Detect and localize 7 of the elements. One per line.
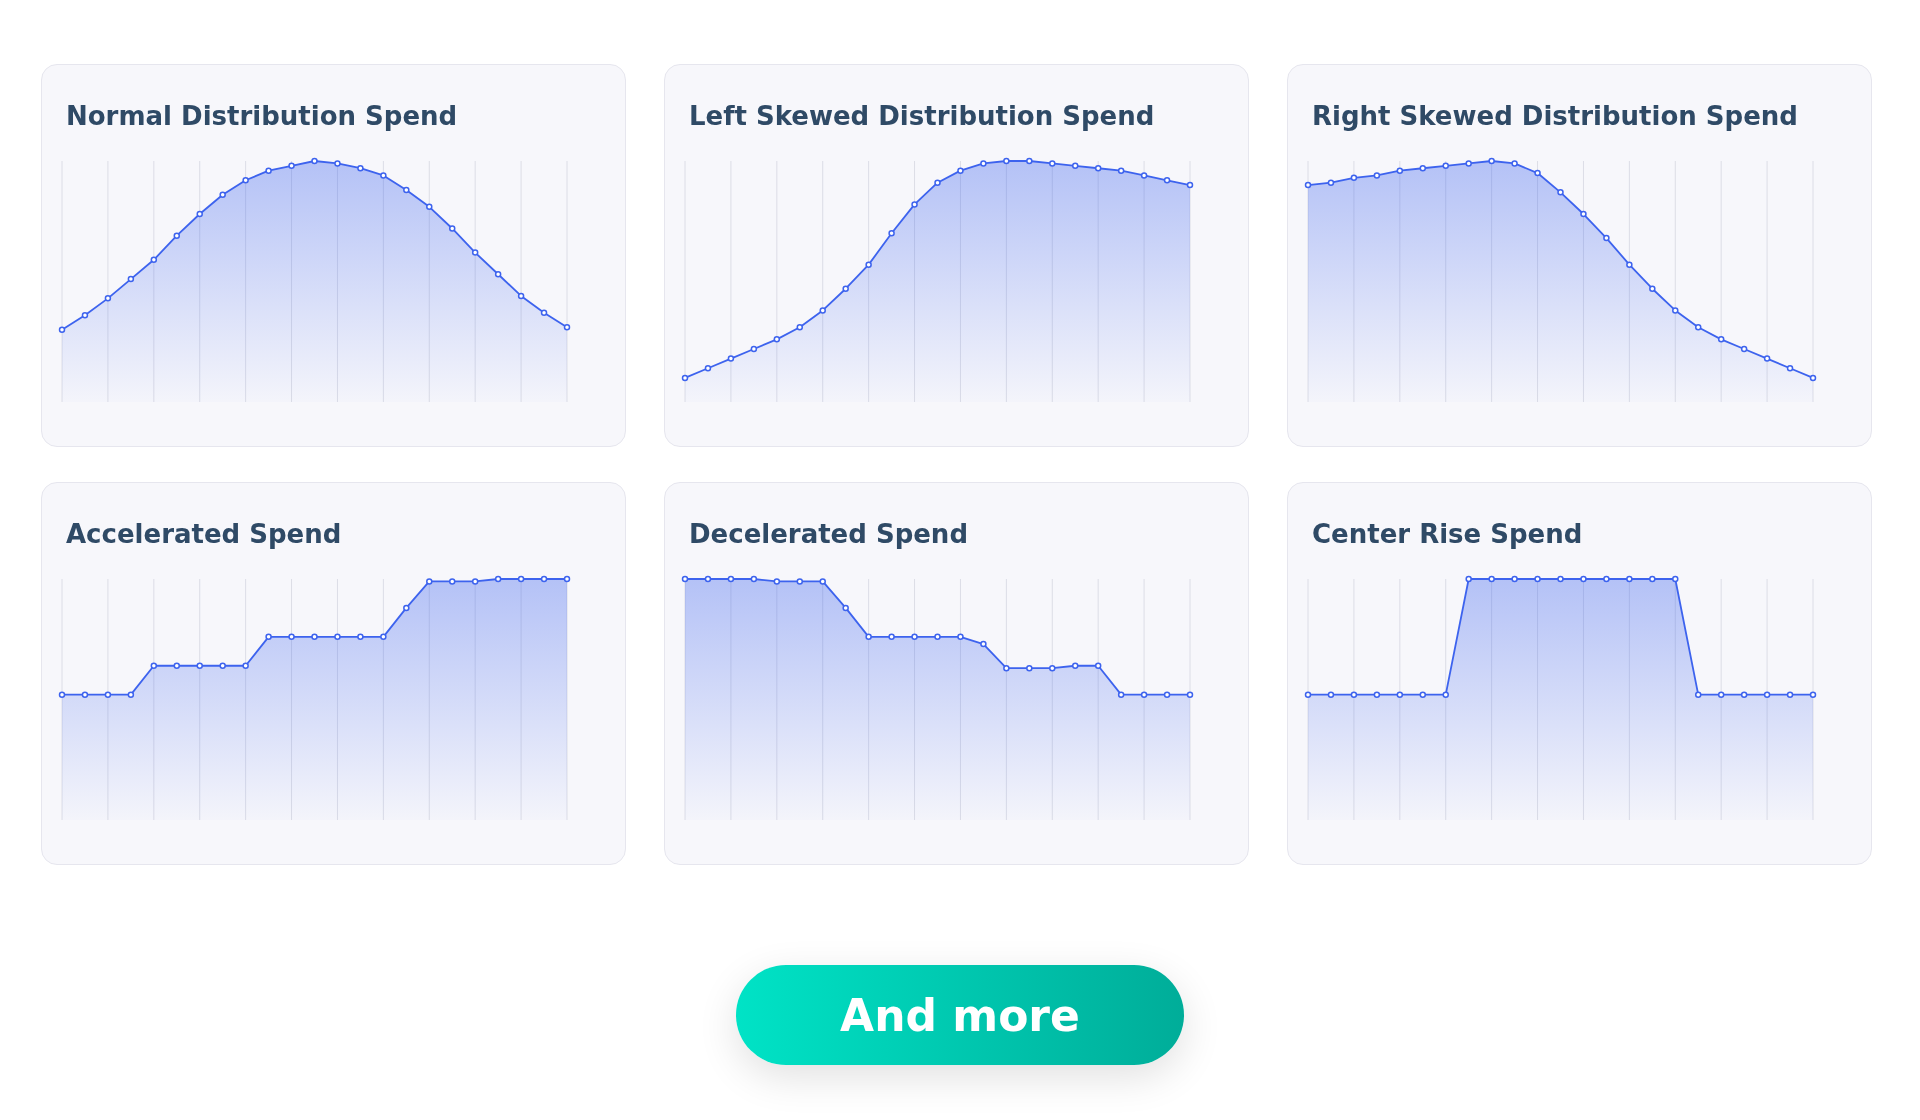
chart-title: Decelerated Spend [688, 519, 969, 549]
chart-title: Center Rise Spend [1311, 519, 1584, 549]
text: And more [736, 965, 1184, 1065]
chart-title: Left Skewed Distribution Spend [688, 101, 1156, 131]
chart-title: Accelerated Spend [65, 519, 343, 549]
chart-title: Right Skewed Distribution Spend [1311, 101, 1799, 131]
chart-title: Normal Distribution Spend [65, 101, 459, 131]
